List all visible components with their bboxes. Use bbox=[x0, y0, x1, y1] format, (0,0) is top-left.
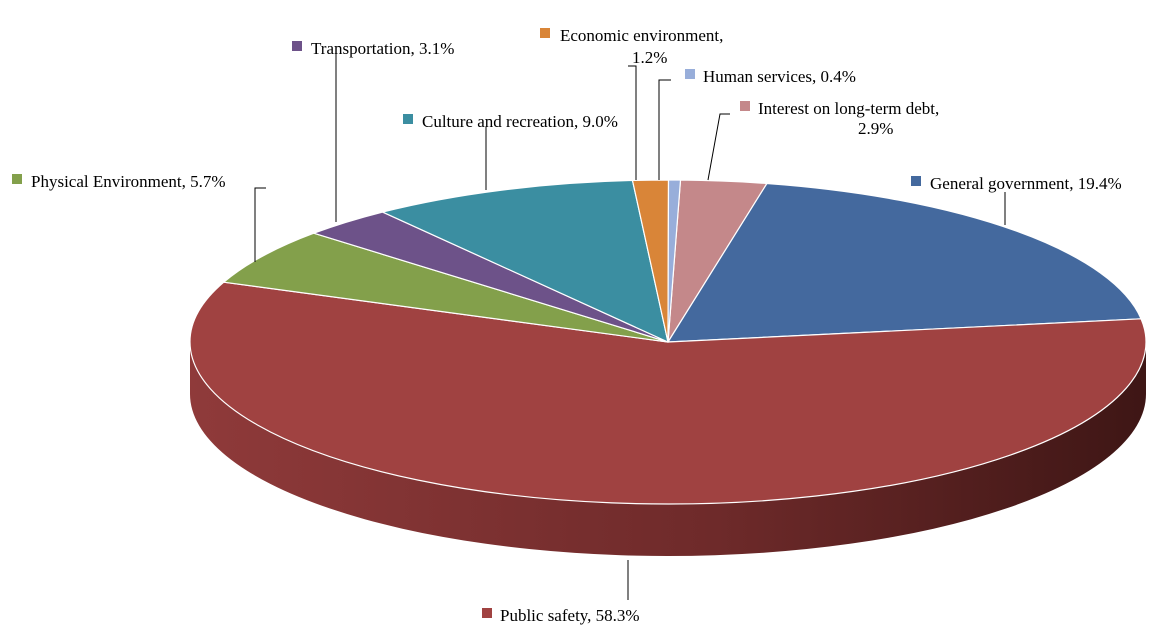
label-marker-physical-environment bbox=[12, 174, 22, 184]
label-marker-interest-on-long-term-debt bbox=[740, 101, 750, 111]
pie-slice-physical-environment bbox=[223, 232, 669, 343]
pie-slice-culture-and-recreation bbox=[382, 179, 669, 343]
pie-slice-public-safety bbox=[189, 281, 1147, 505]
data-label-physical-environment: Physical Environment, 5.7% bbox=[31, 172, 226, 191]
label-marker-human-services bbox=[685, 69, 695, 79]
data-label-economic-environment-line2: 1.2% bbox=[632, 48, 667, 67]
label-marker-public-safety bbox=[482, 608, 492, 618]
label-marker-economic-environment bbox=[540, 28, 550, 38]
data-label-interest-on-long-term-debt: Interest on long-term debt, bbox=[758, 99, 939, 118]
leader-line-human-services bbox=[658, 79, 671, 180]
data-label-interest-on-long-term-debt-line2: 2.9% bbox=[858, 119, 893, 138]
pie-top-layer bbox=[189, 179, 1147, 505]
label-marker-culture-and-recreation bbox=[403, 114, 413, 124]
pie-side-layer bbox=[190, 342, 1146, 556]
data-label-economic-environment: Economic environment, bbox=[560, 26, 723, 45]
leader-line-economic-environment bbox=[628, 65, 637, 180]
leader-line-physical-environment bbox=[254, 187, 266, 262]
pie-side-public-safety bbox=[190, 342, 1146, 556]
pie-label-layer: Interest on long-term debt,2.9% General g… bbox=[12, 26, 1122, 625]
data-label-public-safety: Public safety, 58.3% bbox=[500, 606, 640, 625]
label-marker-general-government bbox=[911, 176, 921, 186]
pie-slice-general-government bbox=[667, 182, 1142, 343]
leader-line-interest-on-long-term-debt bbox=[707, 113, 730, 181]
data-label-transportation: Transportation, 3.1% bbox=[311, 39, 454, 58]
data-label-human-services: Human services, 0.4% bbox=[703, 67, 856, 86]
label-marker-transportation bbox=[292, 41, 302, 51]
data-label-general-government: General government, 19.4% bbox=[930, 174, 1122, 193]
data-label-culture-and-recreation: Culture and recreation, 9.0% bbox=[422, 112, 618, 131]
pie-slice-human-services bbox=[667, 179, 682, 343]
